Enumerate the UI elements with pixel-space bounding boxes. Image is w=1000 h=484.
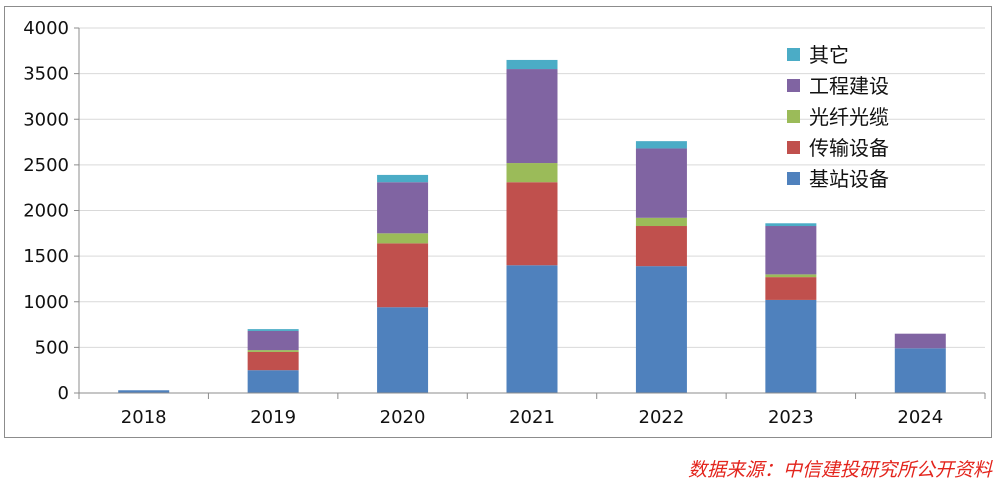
bar-segment-2022-3 (635, 148, 687, 218)
bar-segment-2023-4 (765, 223, 817, 227)
legend-swatch (787, 172, 800, 185)
y-tick-label: 1500 (23, 246, 69, 267)
bar-segment-2020-4 (377, 174, 429, 183)
x-tick-label: 2018 (121, 407, 167, 428)
legend-label: 基站设备 (809, 167, 889, 191)
bar-segment-2023-1 (765, 277, 817, 300)
bar-segment-2024-3 (894, 333, 946, 349)
legend-swatch (787, 110, 800, 123)
x-tick-label: 2024 (897, 407, 943, 428)
bars (118, 59, 946, 393)
bar-segment-2022-4 (635, 141, 687, 149)
bar-segment-2021-2 (506, 163, 558, 183)
bar-segment-2020-2 (377, 233, 429, 244)
bar-segment-2019-4 (247, 329, 299, 331)
y-tick-label: 1000 (23, 292, 69, 313)
chart-frame: 0 500 1000 1500 2000 2500 3000 3500 4000 2018 2019… (4, 6, 992, 438)
legend-label: 光纤光缆 (809, 105, 889, 129)
y-tick-label: 3000 (23, 109, 69, 130)
source-note: 数据来源：中信建投研究所公开资料 (687, 459, 992, 481)
bar-segment-2020-0 (377, 307, 429, 393)
bar-segment-2022-1 (635, 226, 687, 267)
bar-segment-2019-0 (247, 370, 299, 393)
stacked-bar-chart: 0 500 1000 1500 2000 2500 3000 3500 4000 2018 2019… (23, 18, 986, 428)
bar-segment-2022-2 (635, 217, 687, 227)
legend-swatch (787, 141, 800, 154)
bar-segment-2023-2 (765, 274, 817, 278)
y-tick-label: 2500 (23, 155, 69, 176)
y-tick-label: 2000 (23, 201, 69, 222)
bar-segment-2021-4 (506, 59, 558, 70)
bar-segment-2019-1 (247, 351, 299, 371)
legend-swatch (787, 48, 800, 61)
legend-swatch (787, 79, 800, 92)
bar-segment-2021-1 (506, 182, 558, 266)
y-tick-label: 500 (35, 337, 69, 358)
bar-segment-2021-0 (506, 265, 558, 393)
bar-segment-2021-3 (506, 69, 558, 164)
legend-label: 传输设备 (809, 136, 889, 160)
x-tick-label: 2021 (509, 407, 555, 428)
bar-segment-2019-2 (247, 350, 299, 352)
bar-segment-2024-0 (894, 348, 946, 393)
legend-label: 工程建设 (809, 74, 889, 98)
y-tick-label: 4000 (23, 18, 69, 39)
x-tick-label: 2019 (250, 407, 296, 428)
bar-segment-2020-3 (377, 182, 429, 234)
legend-label: 其它 (809, 43, 849, 67)
x-tick-label: 2022 (639, 407, 685, 428)
x-tick-label: 2020 (380, 407, 426, 428)
bar-segment-2018-0 (118, 390, 170, 393)
bar-segment-2020-1 (377, 243, 429, 308)
axes: 0 500 1000 1500 2000 2500 3000 3500 4000 2018 2019… (23, 18, 986, 428)
bar-segment-2022-0 (635, 266, 687, 393)
bar-segment-2023-3 (765, 226, 817, 275)
bar-segment-2023-0 (765, 299, 817, 393)
y-tick-label: 0 (58, 383, 69, 404)
y-tick-label: 3500 (23, 64, 69, 85)
bar-segment-2019-3 (247, 330, 299, 351)
x-tick-label: 2023 (768, 407, 814, 428)
